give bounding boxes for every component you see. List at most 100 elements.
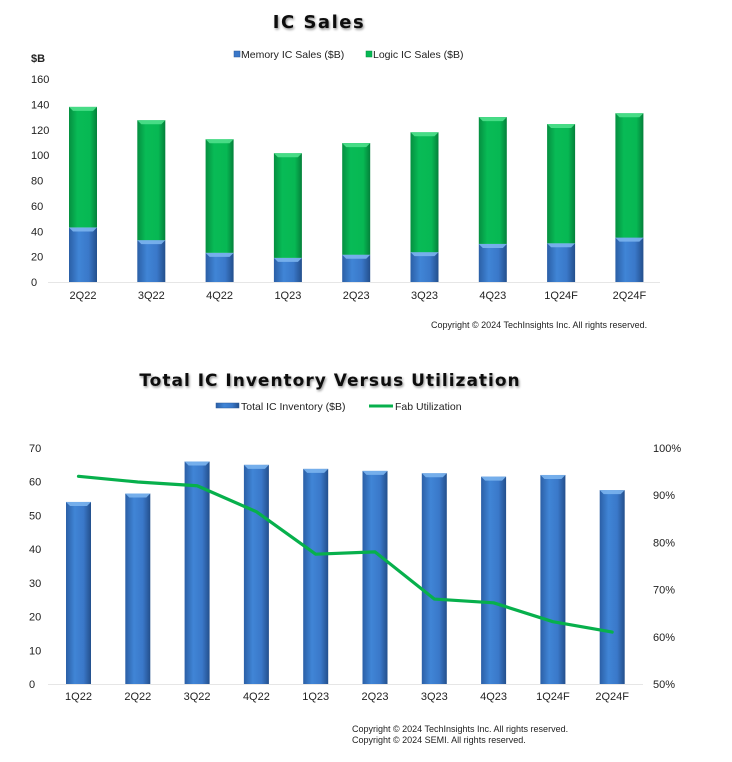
x-tick-label: 4Q22	[243, 691, 270, 703]
logic-bar-bevel	[615, 113, 644, 118]
x-tick-label: 4Q23	[480, 691, 507, 703]
y-tick-label: 70	[29, 443, 41, 455]
ic-sales-x-ticks: 2Q22 3Q22 4Q22 1Q23 2Q23 3Q23 4Q23 1Q24F 2Q24F	[70, 290, 647, 302]
memory-bar-body	[273, 257, 302, 282]
x-tick-label: 2Q24F	[595, 691, 629, 703]
inventory-bar-body	[125, 493, 151, 684]
logic-bar	[342, 143, 371, 255]
logic-bar	[478, 117, 507, 244]
logic-bar	[205, 139, 234, 253]
ic-sales-copyright: Copyright © 2024 TechInsights Inc. All r…	[431, 320, 647, 330]
inventory-title: Total IC Inventory Versus Utilization	[139, 371, 520, 391]
inventory-bar	[599, 490, 625, 684]
inventory-bar-bevel	[481, 476, 507, 481]
memory-bar	[615, 237, 644, 282]
memory-bar	[478, 243, 507, 282]
memory-bar-bevel	[69, 227, 97, 232]
inventory-bar-bevel	[362, 470, 388, 475]
inventory-bar-bevel	[66, 501, 91, 506]
logic-bar-bevel	[205, 139, 234, 144]
logic-bar-body	[342, 143, 371, 255]
memory-bar	[410, 252, 439, 282]
legend-label-utilization: Fab Utilization	[395, 401, 462, 413]
inventory-bar	[540, 474, 566, 684]
inventory-y-ticks: 0 10 20 30 40 50 60 70	[29, 443, 41, 691]
inventory-bar	[66, 501, 91, 684]
inventory-bar	[125, 493, 151, 684]
logic-bar-bevel	[273, 153, 302, 158]
inventory-bar	[362, 470, 388, 684]
inventory-bar	[421, 473, 447, 684]
ic-sales-bars	[69, 106, 644, 282]
memory-bar	[342, 254, 371, 282]
logic-bar-body	[547, 124, 576, 244]
x-tick-label: 3Q22	[184, 691, 211, 703]
inventory-bar-bevel	[184, 461, 210, 466]
y2-tick-label: 90%	[653, 490, 675, 502]
inventory-bar	[243, 464, 269, 684]
memory-bar-bevel	[410, 252, 439, 257]
memory-bar-body	[410, 252, 439, 282]
legend-swatch-inventory	[215, 402, 240, 409]
logic-bar-body	[410, 132, 439, 253]
y-tick-label: 20	[29, 612, 41, 624]
memory-bar-bevel	[547, 243, 576, 248]
y2-tick-label: 80%	[653, 537, 675, 549]
inventory-bar-body	[303, 468, 329, 684]
x-tick-label: 4Q23	[479, 290, 506, 302]
legend-swatch-memory	[233, 50, 241, 58]
inventory-bar-body	[66, 501, 91, 684]
memory-bar-bevel	[205, 252, 234, 257]
inventory-bar-bevel	[303, 468, 329, 473]
memory-bar-body	[205, 252, 234, 282]
memory-bar-bevel	[615, 237, 644, 242]
memory-bar-body	[615, 237, 644, 282]
ic-sales-title: IC Sales	[273, 12, 365, 33]
inventory-bar-body	[599, 490, 625, 684]
legend-label-memory: Memory IC Sales ($B)	[241, 49, 344, 61]
x-tick-label: 3Q23	[421, 691, 448, 703]
logic-bar-body	[205, 139, 234, 253]
memory-bar-body	[478, 243, 507, 282]
memory-bar	[137, 240, 166, 282]
memory-bar	[69, 227, 97, 282]
y-tick-label: 140	[31, 99, 49, 111]
y-tick-label: 20	[31, 252, 43, 264]
logic-bar-bevel	[342, 143, 371, 148]
y2-tick-label: 50%	[653, 679, 675, 691]
inventory-legend: Total IC Inventory ($B) Fab Utilization	[215, 401, 462, 413]
logic-bar-bevel	[478, 117, 507, 122]
legend-swatch-logic	[365, 50, 373, 58]
inventory-bar	[184, 461, 210, 684]
x-tick-label: 1Q23	[302, 691, 329, 703]
memory-bar-body	[137, 240, 166, 282]
inventory-bar-bevel	[599, 490, 625, 495]
x-tick-label: 4Q22	[206, 290, 233, 302]
ic-sales-legend: Memory IC Sales ($B) Logic IC Sales ($B)	[233, 49, 463, 61]
y-tick-label: 160	[31, 74, 49, 86]
inventory-bar-bevel	[421, 473, 447, 478]
memory-bar-body	[342, 254, 371, 282]
legend-label-inventory: Total IC Inventory ($B)	[241, 401, 345, 413]
logic-bar-bevel	[410, 132, 439, 137]
x-tick-label: 1Q24F	[536, 691, 570, 703]
inventory-bar-bevel	[243, 464, 269, 469]
y-tick-label: 120	[31, 125, 49, 137]
memory-bar-bevel	[273, 257, 302, 262]
inventory-copyright-semi: Copyright © 2024 SEMI. All rights reserv…	[352, 735, 526, 745]
x-tick-label: 1Q23	[274, 290, 301, 302]
memory-bar	[547, 243, 576, 282]
legend-label-logic: Logic IC Sales ($B)	[373, 49, 463, 61]
y-tick-label: 40	[29, 544, 41, 556]
x-tick-label: 2Q23	[362, 691, 389, 703]
inventory-bar	[481, 476, 507, 684]
logic-bar-body	[478, 117, 507, 244]
x-tick-label: 1Q24F	[544, 290, 578, 302]
memory-bar-body	[547, 243, 576, 282]
x-tick-label: 3Q22	[138, 290, 165, 302]
y2-tick-label: 100%	[653, 443, 681, 455]
y-tick-label: 50	[29, 510, 41, 522]
inventory-bar-body	[540, 474, 566, 684]
memory-bar-bevel	[342, 254, 371, 259]
